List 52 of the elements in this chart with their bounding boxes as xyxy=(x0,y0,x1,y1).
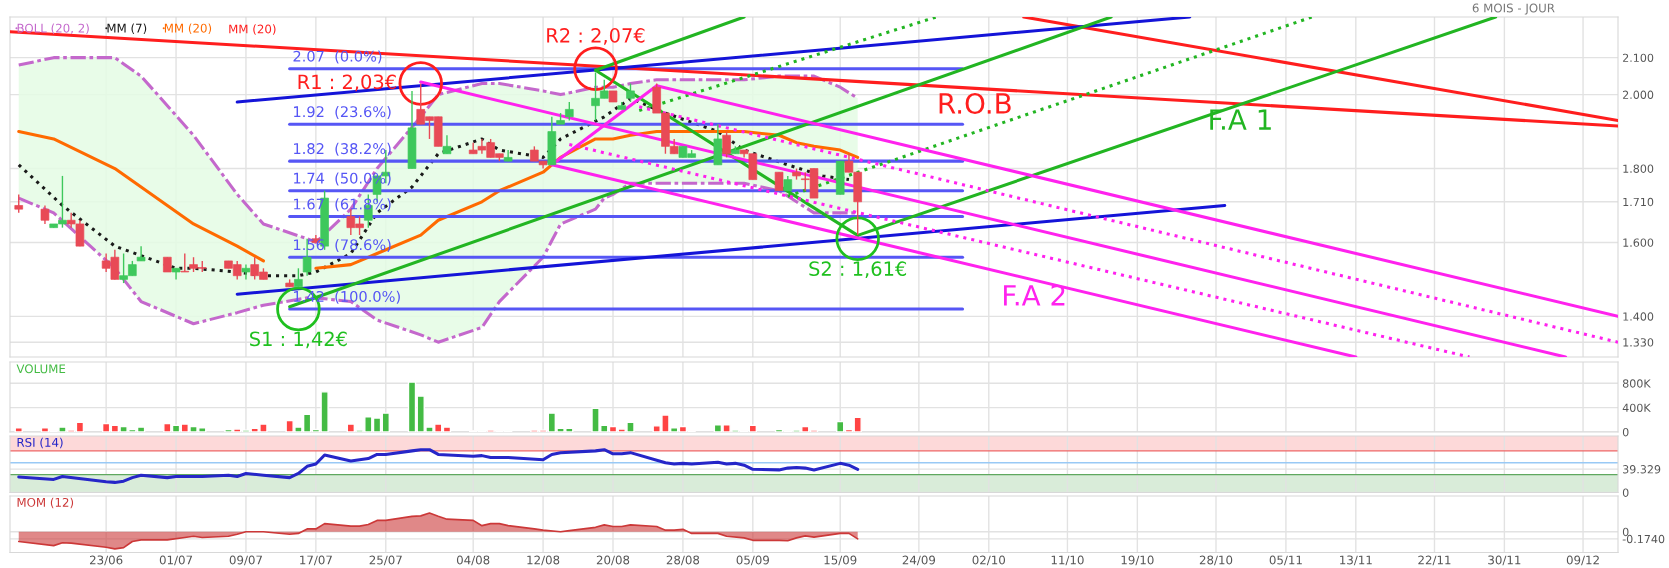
y-tick-label: 1.710 xyxy=(1623,197,1654,207)
legend-label: BOLL (20, 2) xyxy=(17,23,89,35)
x-tick-label: 24/09 xyxy=(902,555,936,566)
x-tick-label: 28/10 xyxy=(1199,555,1233,566)
x-tick-label: 19/10 xyxy=(1121,555,1154,566)
y-tick-label: 2.100 xyxy=(1622,53,1654,63)
x-tick-label: 30/11 xyxy=(1488,555,1521,566)
x-tick-label: 11/10 xyxy=(1051,555,1084,566)
series-label: R1 : 2,03€ xyxy=(298,74,396,92)
series-label: S1 : 1,42€ xyxy=(250,331,347,349)
x-tick-label: 09/07 xyxy=(229,555,262,566)
x-tick-label: 22/11 xyxy=(1418,555,1451,566)
y-tick-label: 400K xyxy=(1622,403,1651,413)
series-label: 1.82 (38.2%) xyxy=(294,142,391,156)
x-tick-label: 25/07 xyxy=(369,555,402,566)
x-tick-label: 17/07 xyxy=(300,555,332,566)
y-tick-label: 1.330 xyxy=(1623,338,1654,347)
x-tick-label: 28/08 xyxy=(666,555,700,566)
x-tick-label: 05/11 xyxy=(1269,555,1302,566)
series-label: R2 : 2,07€ xyxy=(547,28,645,45)
x-tick-label: 20/08 xyxy=(596,555,630,566)
y-tick-label: 800K xyxy=(1622,379,1651,388)
y-tick-label: 0 xyxy=(1622,488,1629,497)
annotation: MM (20) xyxy=(229,24,276,35)
x-tick-label: 04/08 xyxy=(456,555,490,566)
series-label: 1.92 (23.6%) xyxy=(294,105,391,119)
chart-title: MOM (12) xyxy=(17,497,74,509)
x-tick-label: 09/12 xyxy=(1566,555,1599,566)
x-tick-label: 23/06 xyxy=(89,555,123,566)
y-tick-label: 39.329 xyxy=(1623,465,1661,474)
series-label: 1.42 (100.0%) xyxy=(294,290,400,304)
chart-subtitle: 6 MOIS - JOUR xyxy=(1472,3,1555,15)
y-tick-label: 1.400 xyxy=(1623,312,1654,321)
x-tick-label: 12/08 xyxy=(527,555,560,566)
y-tick-label: 0 xyxy=(1622,527,1629,537)
y-tick-label: 2.000 xyxy=(1622,90,1654,99)
x-tick-label: 15/09 xyxy=(824,555,857,566)
x-tick-label: 05/09 xyxy=(736,555,770,566)
x-tick-label: 02/10 xyxy=(972,555,1006,566)
y-tick-label: -0.1740 xyxy=(1622,534,1665,544)
x-tick-label: 13/11 xyxy=(1340,555,1372,566)
legend-label: MM (20) xyxy=(164,23,212,35)
x-tick-label: 01/07 xyxy=(159,555,193,566)
chart-title: VOLUME xyxy=(16,364,66,374)
y-tick-label: 0 xyxy=(1622,427,1629,437)
legend-label: MM (7) xyxy=(107,23,147,35)
chart-title: RSI (14) xyxy=(17,437,63,449)
y-tick-label: 1.600 xyxy=(1623,238,1654,247)
series-label: 2.07 (0.0%) xyxy=(293,50,382,64)
y-tick-label: 1.800 xyxy=(1623,164,1654,173)
series-label: S2 : 1,61€ xyxy=(809,261,907,278)
series-label: R.O.B xyxy=(939,92,1011,114)
